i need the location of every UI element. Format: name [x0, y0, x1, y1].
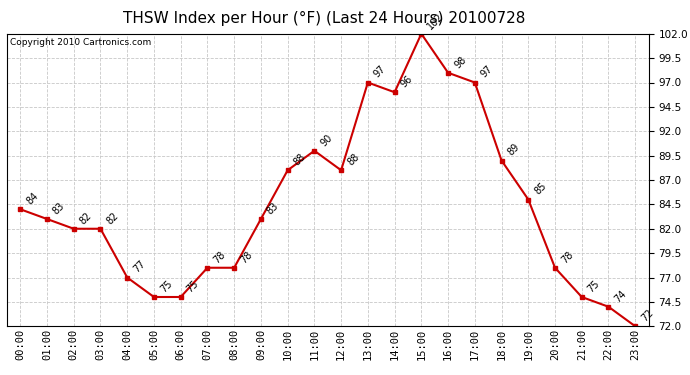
Text: 84: 84 [24, 191, 40, 207]
Text: 78: 78 [238, 249, 254, 265]
Text: 102: 102 [426, 11, 446, 31]
Text: 74: 74 [613, 288, 629, 304]
Text: 96: 96 [399, 74, 415, 90]
Text: 75: 75 [586, 278, 602, 294]
Text: 97: 97 [372, 64, 388, 80]
Text: 85: 85 [533, 181, 549, 197]
Text: 75: 75 [158, 278, 174, 294]
Text: 88: 88 [292, 152, 308, 168]
Text: 82: 82 [105, 210, 121, 226]
Text: 75: 75 [185, 278, 201, 294]
Text: 83: 83 [51, 201, 67, 216]
Text: THSW Index per Hour (°F) (Last 24 Hours) 20100728: THSW Index per Hour (°F) (Last 24 Hours)… [123, 11, 526, 26]
Text: 72: 72 [640, 308, 655, 324]
Text: 98: 98 [452, 54, 468, 70]
Text: 82: 82 [78, 210, 94, 226]
Text: 90: 90 [319, 132, 334, 148]
Text: 88: 88 [345, 152, 361, 168]
Text: 78: 78 [212, 249, 228, 265]
Text: 77: 77 [131, 259, 147, 275]
Text: 89: 89 [506, 142, 522, 158]
Text: 78: 78 [559, 249, 575, 265]
Text: 97: 97 [479, 64, 495, 80]
Text: 83: 83 [265, 201, 281, 216]
Text: Copyright 2010 Cartronics.com: Copyright 2010 Cartronics.com [10, 38, 151, 47]
